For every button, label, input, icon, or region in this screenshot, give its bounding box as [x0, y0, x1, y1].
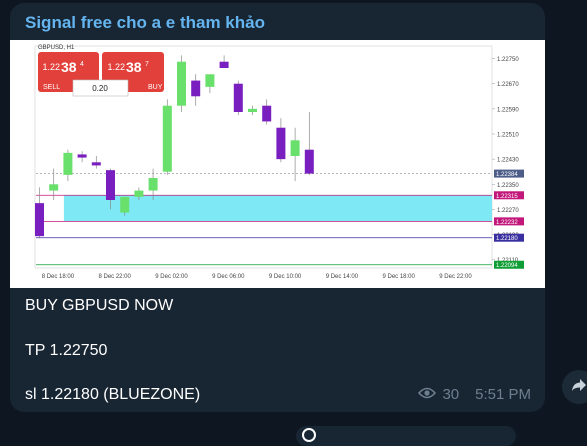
trade-panel: 1.22 38 4 1.22 38 7 SELL BUY 0.20 [38, 52, 164, 97]
sell-label: SELL [43, 84, 60, 91]
price-tick-label: 1.22590 [497, 107, 519, 113]
candles [35, 55, 314, 238]
candle-bull [148, 178, 158, 191]
time-tick-label: 9 Dec 02:00 [155, 274, 188, 280]
price-axis: 1.22750 1.22670 1.22590 1.22510 1.22430 1.223… [492, 57, 524, 269]
candle-bull [162, 105, 172, 172]
time-axis: 8 Dec 18:00 8 Dec 22:00 9 Dec 02:00 9 Dec 0… [42, 274, 473, 280]
price-tag [494, 169, 524, 178]
buy-price-prefix: 1.22 [107, 62, 125, 72]
share-arrow-icon [571, 378, 587, 397]
share-button[interactable] [562, 370, 587, 404]
time-tick-label: 9 Dec 06:00 [212, 274, 245, 280]
price-tag [494, 217, 524, 226]
sell-price-prefix: 1.22 [42, 62, 60, 72]
price-tag-label: 1.22232 [496, 220, 518, 226]
sell-price-big: 38 [61, 59, 77, 75]
view-count: 30 [442, 386, 460, 403]
clock-icon [302, 428, 316, 442]
price-tag [494, 260, 524, 269]
candle-bear [233, 83, 243, 112]
message-line-2: TP 1.22750 [25, 342, 108, 359]
price-tick-label: 1.22270 [497, 208, 519, 214]
time-tick-label: 9 Dec 10:00 [269, 274, 302, 280]
time-tick-label: 9 Dec 14:00 [326, 274, 359, 280]
sell-price-sup: 4 [80, 61, 84, 68]
eye-icon [418, 386, 437, 403]
lot-input[interactable] [72, 79, 129, 97]
chart-frame [34, 45, 493, 269]
price-tag-label: 1.22180 [496, 236, 518, 242]
buy-price-big: 38 [126, 59, 142, 75]
price-tick-label: 1.22350 [497, 183, 519, 189]
zone-rect [63, 195, 493, 222]
message-line-3: sl 1.22180 (BLUEZONE) [25, 386, 201, 403]
candle-bull [49, 184, 59, 191]
message-bubble: Signal free cho a e tham khảo GBPUSD, H1… [10, 3, 545, 412]
price-tick-label: 1.22750 [497, 57, 519, 63]
price-tag-label: 1.22384 [496, 172, 518, 178]
candle-bull [120, 196, 130, 213]
candlestick-chart: GBPUSD, H1 1.227501.226701.225901.225101… [10, 40, 545, 288]
time-tick-label: 9 Dec 22:00 [439, 274, 472, 280]
chart-image[interactable]: GBPUSD, H1 1.22750 1.22670 1.22590 1.22510 1… [10, 40, 545, 288]
candle-bear [35, 203, 44, 237]
symbol-label: GBPUSD, H1 [38, 45, 75, 51]
time-tick-label: 9 Dec 18:00 [383, 274, 416, 280]
time-tick-label: 8 Dec 18:00 [42, 274, 75, 280]
buy-label: BUY [148, 84, 163, 91]
candle-bull [248, 108, 257, 112]
price-tick-label: 1.22430 [497, 158, 519, 164]
candle-bear [262, 105, 272, 122]
candle-bear [304, 149, 314, 174]
candle-bear [106, 170, 115, 200]
message-line-1: BUY GBPUSD NOW [25, 297, 174, 314]
candle-bear [77, 154, 87, 158]
candle-bull [134, 190, 144, 197]
candle-bear [191, 80, 201, 97]
candle-bear [276, 127, 286, 160]
candle-bull [177, 61, 186, 106]
message-time: 5:51 PM [475, 386, 531, 403]
price-tag [494, 233, 524, 242]
candle-bull [290, 140, 300, 156]
message-meta: 30 5:51 PM [418, 386, 531, 403]
price-tag-label: 1.22094 [496, 263, 518, 269]
price-tag [494, 191, 524, 200]
channel-name[interactable]: Signal free cho a e tham khảo [25, 13, 265, 32]
price-tag-label: 1.22315 [496, 194, 518, 200]
next-message-bubble [296, 426, 516, 446]
candle-bear [91, 162, 101, 166]
blue-zone [63, 195, 493, 222]
candle-bull [205, 74, 215, 87]
lot-value: 0.20 [92, 84, 108, 93]
buy-price-sup: 7 [145, 61, 149, 68]
time-tick-label: 8 Dec 22:00 [99, 274, 132, 280]
candle-bear [219, 61, 229, 68]
price-tick-label: 1.22670 [497, 82, 519, 88]
price-tick-label: 1.22510 [497, 133, 519, 139]
candle-bull [63, 152, 73, 175]
